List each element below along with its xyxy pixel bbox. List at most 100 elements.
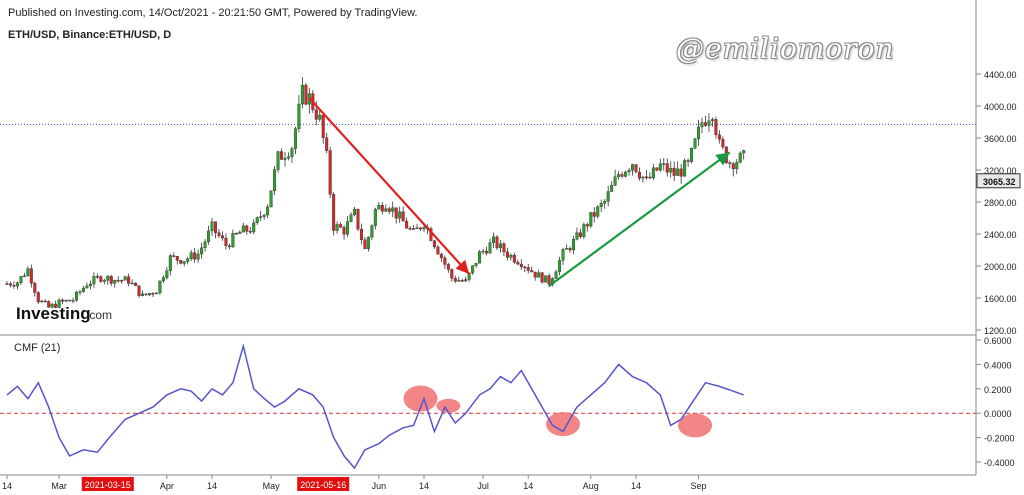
candle-body bbox=[453, 278, 457, 282]
candle-body bbox=[526, 267, 530, 271]
candle-body bbox=[665, 163, 669, 173]
candle-body bbox=[627, 170, 631, 173]
logo-suffix: .com bbox=[86, 308, 112, 322]
candle-body bbox=[728, 162, 732, 164]
candle-body bbox=[540, 272, 544, 283]
cmf-highlight-circle bbox=[678, 413, 713, 438]
candle-body bbox=[252, 222, 256, 233]
candle-body bbox=[516, 261, 520, 265]
candle-body bbox=[245, 225, 249, 232]
candle-body bbox=[207, 230, 211, 242]
candle-body bbox=[547, 275, 551, 285]
candle-body bbox=[683, 160, 687, 177]
candle-body bbox=[99, 276, 103, 282]
candle-body bbox=[422, 227, 426, 230]
candle-body bbox=[193, 252, 197, 260]
candle-body bbox=[120, 279, 124, 282]
candle-body bbox=[710, 119, 714, 122]
candle-body bbox=[731, 163, 735, 170]
candle-body bbox=[5, 283, 9, 285]
candle-body bbox=[147, 293, 151, 296]
candle-body bbox=[603, 200, 607, 204]
price-tick-label: 2000.00 bbox=[984, 262, 1017, 272]
candle-body bbox=[738, 152, 742, 163]
price-tick-label: 4000.00 bbox=[984, 102, 1017, 112]
candle-body bbox=[439, 253, 443, 259]
candle-body bbox=[707, 120, 711, 126]
candle-body bbox=[721, 139, 725, 148]
candle-body bbox=[617, 174, 621, 177]
candle-body bbox=[269, 190, 273, 208]
candle-body bbox=[102, 280, 106, 282]
candle-body bbox=[662, 163, 666, 165]
candle-body bbox=[669, 167, 673, 173]
candle-body bbox=[134, 282, 138, 286]
candle-body bbox=[141, 293, 145, 296]
candle-body bbox=[106, 276, 110, 281]
candle-body bbox=[523, 266, 527, 269]
candle-body bbox=[533, 271, 537, 278]
candle-body bbox=[248, 231, 252, 233]
price-tick-label: 1600.00 bbox=[984, 294, 1017, 304]
candle-body bbox=[346, 221, 350, 235]
candle-body bbox=[575, 232, 579, 240]
candle-body bbox=[342, 227, 346, 235]
candle-body bbox=[179, 260, 183, 264]
time-axis: 14 Mar 2021-03-15 Apr 14 May 2021-05-16 Jun 14 Ju… bbox=[2, 475, 707, 491]
candle-body bbox=[259, 216, 263, 218]
candle-body bbox=[485, 250, 489, 254]
candle-body bbox=[686, 160, 690, 162]
candle-body bbox=[495, 236, 499, 249]
candle-body bbox=[735, 162, 739, 170]
candle-body bbox=[415, 227, 419, 230]
candle-body bbox=[481, 250, 485, 253]
time-tick-label: 14 bbox=[523, 481, 533, 491]
time-tick-label: Mar bbox=[51, 481, 67, 491]
candle-body bbox=[446, 264, 450, 270]
candle-body bbox=[92, 276, 96, 285]
candle-body bbox=[370, 225, 374, 238]
time-tick-label: 14 bbox=[2, 481, 12, 491]
candle-body bbox=[255, 217, 259, 223]
candle-body bbox=[286, 156, 290, 159]
candle-body bbox=[432, 240, 436, 248]
candle-body bbox=[280, 151, 284, 160]
last-price-label: 3065.32 bbox=[983, 177, 1016, 187]
candle-body bbox=[561, 249, 565, 261]
candle-body bbox=[537, 272, 541, 278]
candle-body bbox=[290, 148, 294, 158]
candle-body bbox=[585, 224, 589, 227]
candle-body bbox=[151, 293, 155, 295]
candle-body bbox=[398, 211, 402, 219]
candle-body bbox=[380, 205, 384, 212]
candle-body bbox=[54, 303, 58, 308]
candle-body bbox=[464, 279, 468, 282]
candle-body bbox=[651, 167, 655, 179]
candle-body bbox=[498, 243, 502, 249]
candle-body bbox=[68, 299, 72, 302]
candle-body bbox=[293, 128, 297, 149]
candle-body bbox=[318, 114, 322, 120]
time-tick-label: Jul bbox=[477, 481, 489, 491]
candle-body bbox=[554, 271, 558, 279]
candle-body bbox=[217, 232, 221, 236]
author-watermark: @emiliomoron bbox=[676, 32, 895, 65]
candle-body bbox=[606, 191, 610, 202]
candle-body bbox=[182, 261, 186, 264]
candle-body bbox=[509, 254, 513, 258]
candle-body bbox=[349, 214, 353, 222]
candle-body bbox=[224, 237, 228, 247]
candle-body bbox=[328, 150, 332, 195]
candle-body bbox=[634, 164, 638, 173]
candle-body bbox=[144, 293, 148, 296]
candle-body bbox=[300, 84, 304, 105]
candle-body bbox=[359, 228, 363, 240]
price-tick-label: 2400.00 bbox=[984, 230, 1017, 240]
cmf-tick-label: 0.0000 bbox=[984, 409, 1012, 419]
candle-body bbox=[130, 282, 134, 285]
cmf-highlight-circle bbox=[436, 398, 461, 413]
candle-body bbox=[519, 263, 523, 268]
cmf-tick-label: -0.4000 bbox=[984, 458, 1015, 468]
candle-body bbox=[161, 277, 165, 282]
